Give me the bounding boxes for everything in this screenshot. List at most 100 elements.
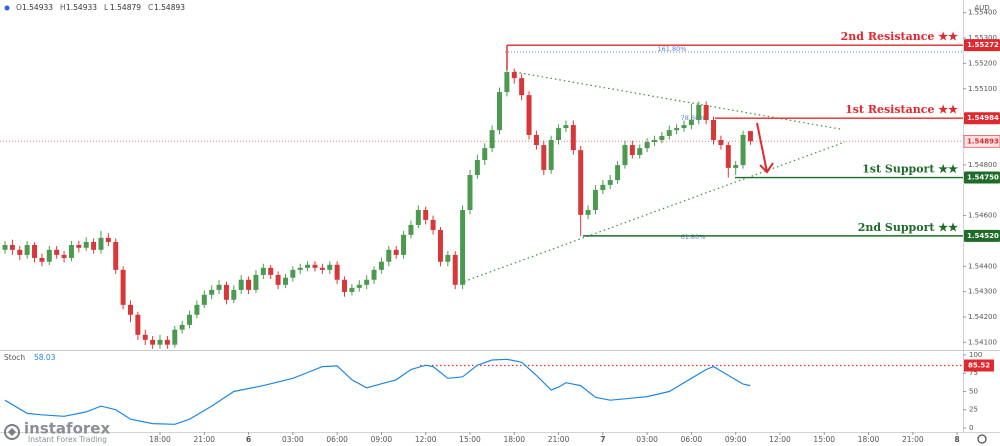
- candle-body: [157, 339, 163, 345]
- candle-body: [319, 267, 325, 270]
- legend-key: O: [16, 3, 22, 12]
- candle-body: [24, 245, 30, 255]
- level-label: 2nd Resistance ★★: [841, 30, 958, 43]
- candle-body: [127, 304, 133, 315]
- fib-label: 78.60%: [681, 114, 706, 122]
- candle-body: [556, 128, 562, 140]
- y-tick-label: 1.54600: [968, 212, 997, 220]
- candle-body: [497, 92, 503, 131]
- candle-body: [666, 130, 672, 136]
- x-tick-label: 15:00: [459, 435, 481, 444]
- candle-body: [570, 125, 576, 151]
- y-tick-label: 1.55300: [968, 34, 997, 42]
- candle-body: [718, 140, 724, 146]
- candle-body: [83, 241, 89, 248]
- level-price-label: 1.54750: [967, 174, 999, 182]
- candle-body: [120, 269, 126, 305]
- candle-body: [135, 314, 141, 335]
- indicator-name: Stoch: [4, 353, 25, 362]
- candle-body: [733, 165, 739, 168]
- y-tick-label: 1.54100: [968, 338, 997, 346]
- legend-key: C: [148, 3, 153, 12]
- candle-body: [253, 274, 259, 290]
- candle-body: [452, 254, 458, 285]
- x-tick-label: 7: [600, 435, 605, 444]
- x-tick-label: 8: [954, 435, 959, 444]
- candle-body: [275, 274, 281, 285]
- stoch-tick-label: 100: [969, 351, 982, 359]
- candle-body: [401, 234, 407, 255]
- candle-body: [578, 150, 584, 215]
- candle-body: [150, 339, 156, 345]
- candle-body: [349, 287, 355, 292]
- level-price-box: [964, 171, 1000, 184]
- level-price-label: 1.54984: [967, 114, 999, 122]
- candle-body: [386, 249, 392, 262]
- candle-body: [327, 264, 333, 270]
- x-tick-label: 21:00: [548, 435, 570, 444]
- x-tick-label: 12:00: [769, 435, 791, 444]
- candle-body: [312, 264, 318, 268]
- candle-body: [696, 105, 702, 120]
- stoch-tick-label: 0: [969, 424, 973, 432]
- legend-key: L: [104, 3, 109, 12]
- level-price-label: 1.55272: [967, 41, 999, 49]
- candle-body: [2, 245, 8, 250]
- brand-name: instaforex: [24, 420, 110, 438]
- legend-value: 1.54893: [154, 3, 185, 12]
- candle-body: [61, 254, 67, 258]
- candle-body: [260, 267, 266, 275]
- fib-label: 61.80%: [681, 233, 706, 241]
- candle-body: [445, 254, 451, 262]
- candle-body: [541, 145, 547, 170]
- level-price-box: [964, 39, 1000, 52]
- stoch-tick-label: 50: [969, 387, 978, 395]
- candle-body: [46, 249, 52, 262]
- candle-body: [747, 131, 753, 142]
- settings-icon[interactable]: [977, 434, 987, 444]
- candle-body: [231, 289, 237, 300]
- legend-key: H: [60, 3, 66, 12]
- candle-body: [725, 145, 731, 168]
- candle-body: [681, 125, 687, 129]
- candle-body: [179, 324, 185, 330]
- candle-body: [659, 135, 665, 140]
- candle-body: [548, 140, 554, 170]
- settings-gear[interactable]: [977, 434, 987, 444]
- level-price-label: 1.54520: [967, 232, 999, 240]
- y-tick-label: 1.55100: [968, 85, 997, 93]
- level-label: 1st Support ★★: [862, 163, 958, 176]
- candle-body: [511, 72, 517, 79]
- candle-body: [113, 241, 119, 270]
- forecast-arrow: [756, 122, 774, 174]
- candle-body: [482, 148, 488, 161]
- legend-value: 1.54879: [110, 3, 141, 12]
- candle-body: [489, 130, 495, 149]
- status-dot: [4, 5, 10, 11]
- candle-body: [32, 245, 38, 258]
- y-tick-label: 1.54300: [968, 288, 997, 296]
- level-label: 2nd Support ★★: [858, 221, 958, 234]
- candle-body: [364, 279, 370, 285]
- x-tick-label: 21:00: [902, 435, 924, 444]
- candle-body: [526, 95, 532, 135]
- candle-body: [356, 284, 362, 288]
- stoch-tick-label: 75: [969, 369, 978, 377]
- x-tick-label: 21:00: [193, 435, 215, 444]
- y-tick-label: 1.54400: [968, 262, 997, 270]
- candle-body: [504, 72, 510, 93]
- candle-body: [674, 128, 680, 131]
- candle-body: [637, 148, 643, 155]
- candle-body: [342, 279, 348, 292]
- last-price-label: 1.54893: [967, 137, 999, 145]
- candle-body: [216, 284, 222, 290]
- candle-body: [282, 277, 288, 285]
- candle-body: [563, 125, 569, 129]
- candle-body: [378, 261, 384, 270]
- x-tick-label: 09:00: [725, 435, 747, 444]
- candle-body: [76, 245, 82, 248]
- ohlc-legend: O 1.54933 H 1.54933 L 1.54879 C 1.54893: [16, 3, 185, 12]
- candle-body: [187, 314, 193, 325]
- fib-label: 161.80%: [658, 45, 687, 53]
- legend-value: 1.54933: [22, 3, 53, 12]
